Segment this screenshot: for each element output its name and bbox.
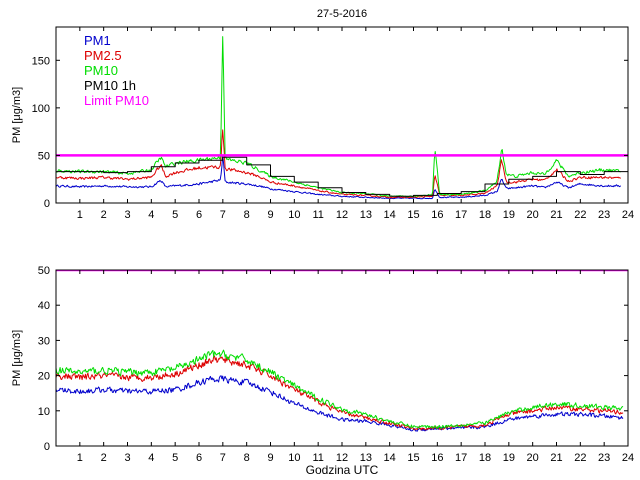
x-tick-label: 8: [244, 209, 250, 221]
x-tick-label: 17: [455, 452, 467, 464]
x-tick-label: 9: [267, 209, 273, 221]
series-line-pm10: [56, 36, 621, 198]
x-tick-label: 23: [598, 452, 610, 464]
x-tick-label: 10: [288, 452, 300, 464]
x-axis-label: Godzina UTC: [306, 463, 379, 477]
y-tick-label: 0: [44, 441, 50, 453]
x-tick-label: 11: [312, 209, 323, 221]
x-tick-label: 10: [288, 209, 300, 221]
x-tick-label: 24: [622, 452, 634, 464]
x-tick-label: 12: [336, 452, 348, 464]
series-line-pm10: [56, 349, 624, 429]
legend-entry: PM1: [84, 33, 111, 48]
legend-entry: PM10 1h: [84, 78, 136, 93]
x-tick-label: 8: [244, 452, 250, 464]
y-tick-label: 150: [32, 55, 50, 67]
y-axis-label: PM [μg/m3]: [11, 330, 23, 386]
top-chart-panel: 1 2 3 4 5 6 7 8 9 10 11 12 13 14 15 16 17 18 19 20 21 22 23 240…: [11, 26, 634, 221]
x-tick-label: 7: [220, 452, 226, 464]
legend-entry: Limit PM10: [84, 93, 149, 108]
bottom-chart-panel: 1 2 3 4 5 6 7 8 9 10 11 12 13 14 15 16 17 18 19 20 21 22 23 240…: [11, 265, 634, 464]
plot-frame: [55, 269, 629, 447]
x-tick-label: 7: [220, 209, 226, 221]
legend-entry: PM10: [84, 63, 118, 78]
x-tick-label: 19: [503, 452, 515, 464]
x-tick-label: 22: [574, 452, 586, 464]
x-tick-label: 14: [384, 209, 396, 221]
x-tick-label: 3: [124, 452, 130, 464]
y-tick-label: 10: [38, 406, 50, 418]
y-tick-label: 50: [38, 150, 50, 162]
x-tick-label: 6: [196, 209, 202, 221]
x-tick-label: 4: [148, 452, 154, 464]
y-tick-label: 20: [38, 371, 50, 383]
series-line-pm1: [56, 155, 621, 200]
x-tick-label: 16: [431, 452, 443, 464]
x-tick-label: 4: [148, 209, 154, 221]
x-tick-label: 20: [527, 452, 539, 464]
x-tick-label: 1: [77, 452, 83, 464]
x-tick-label: 14: [384, 452, 396, 464]
x-tick-label: 11: [312, 452, 323, 464]
y-tick-label: 100: [32, 103, 50, 115]
x-tick-label: 5: [172, 209, 178, 221]
x-tick-label: 9: [267, 452, 273, 464]
series-line-pm2-5: [56, 129, 621, 199]
x-tick-label: 15: [407, 452, 419, 464]
series-line-pm10-1h: [56, 156, 628, 197]
x-tick-label: 23: [598, 209, 610, 221]
y-tick-label: 0: [44, 198, 50, 210]
x-tick-label: 18: [479, 209, 491, 221]
y-tick-label: 40: [38, 300, 50, 312]
x-tick-label: 15: [407, 209, 419, 221]
x-tick-label: 13: [360, 452, 372, 464]
y-tick-label: 30: [38, 335, 50, 347]
x-tick-label: 18: [479, 452, 491, 464]
x-tick-label: 6: [196, 452, 202, 464]
legend-entry: PM2.5: [84, 48, 122, 63]
x-tick-label: 19: [503, 209, 515, 221]
x-tick-label: 13: [360, 209, 372, 221]
x-tick-label: 21: [550, 452, 562, 464]
x-tick-label: 5: [172, 452, 178, 464]
x-tick-label: 24: [622, 209, 634, 221]
y-tick-label: 50: [38, 265, 50, 277]
series-line-pm2-5: [56, 355, 624, 431]
x-tick-label: 2: [101, 452, 107, 464]
series-line-pm1: [56, 375, 624, 432]
x-tick-label: 20: [527, 209, 539, 221]
x-tick-label: 12: [336, 209, 348, 221]
x-tick-label: 22: [574, 209, 586, 221]
x-tick-label: 1: [77, 209, 83, 221]
x-tick-label: 2: [101, 209, 107, 221]
x-tick-label: 17: [455, 209, 467, 221]
chart-title: 27-5-2016: [317, 8, 367, 20]
x-tick-label: 3: [124, 209, 130, 221]
y-axis-label: PM [μg/m3]: [11, 87, 23, 143]
x-tick-label: 16: [431, 209, 443, 221]
x-tick-label: 21: [550, 209, 562, 221]
